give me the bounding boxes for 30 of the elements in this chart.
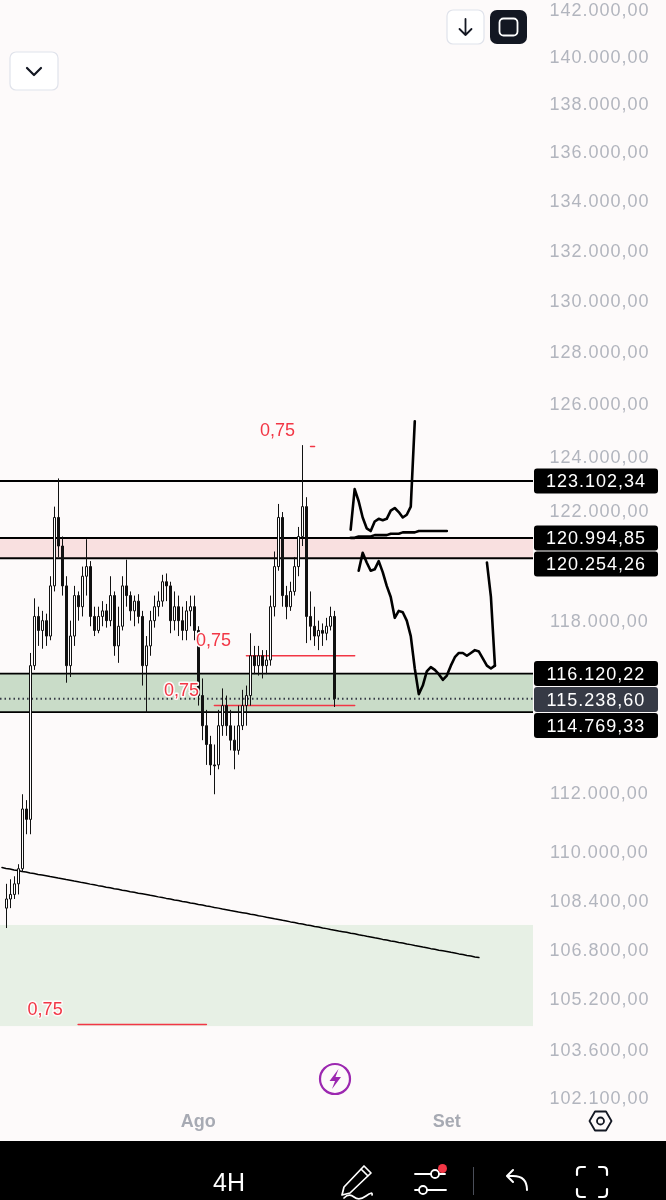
x-tick-label: Ago: [180, 1111, 216, 1131]
y-tick-label: 124.000,00: [549, 447, 650, 468]
y-tick-label: 132.000,00: [549, 240, 650, 261]
y-tick-label: 138.000,00: [549, 94, 650, 115]
text: 4H: [213, 1168, 245, 1196]
y-tick-label: 118.000,00: [550, 610, 649, 631]
y-tick-label: 102.100,00: [549, 1088, 650, 1108]
ref-line-label: 120.254,26: [545, 553, 647, 574]
annotation: 0,75: [260, 420, 296, 441]
y-tick-label: 103.600,00: [549, 1039, 650, 1060]
y-tick-label: 106.800,00: [549, 939, 650, 960]
y-tick-label: 130.000,00: [549, 291, 650, 312]
y-tick-label: 105.200,00: [549, 989, 650, 1010]
ref-line-label: 115.238,60: [546, 689, 646, 710]
y-tick-label: 110.000,00: [550, 842, 649, 863]
y-tick-label: 112.000,00: [550, 782, 649, 803]
ref-line-label: 116.120,22: [546, 663, 646, 684]
y-tick-label: 108.400,00: [549, 890, 650, 911]
x-tick-label: Set: [432, 1111, 461, 1131]
ref-line-label: 114.769,33: [546, 715, 646, 736]
y-tick-label: 122.000,00: [549, 500, 650, 521]
y-tick-label: 140.000,00: [549, 46, 650, 67]
ref-line-label: 120.994,85: [545, 527, 647, 548]
ref-line-label: 123.102,34: [545, 471, 647, 492]
y-tick-label: 136.000,00: [549, 142, 650, 163]
annotation: 0,75: [27, 998, 63, 1019]
y-tick-label: 126.000,00: [549, 394, 650, 415]
y-tick-label: 134.000,00: [549, 191, 650, 212]
y-tick-label: 128.000,00: [549, 342, 650, 363]
y-tick-label: 142.000,00: [549, 0, 650, 20]
